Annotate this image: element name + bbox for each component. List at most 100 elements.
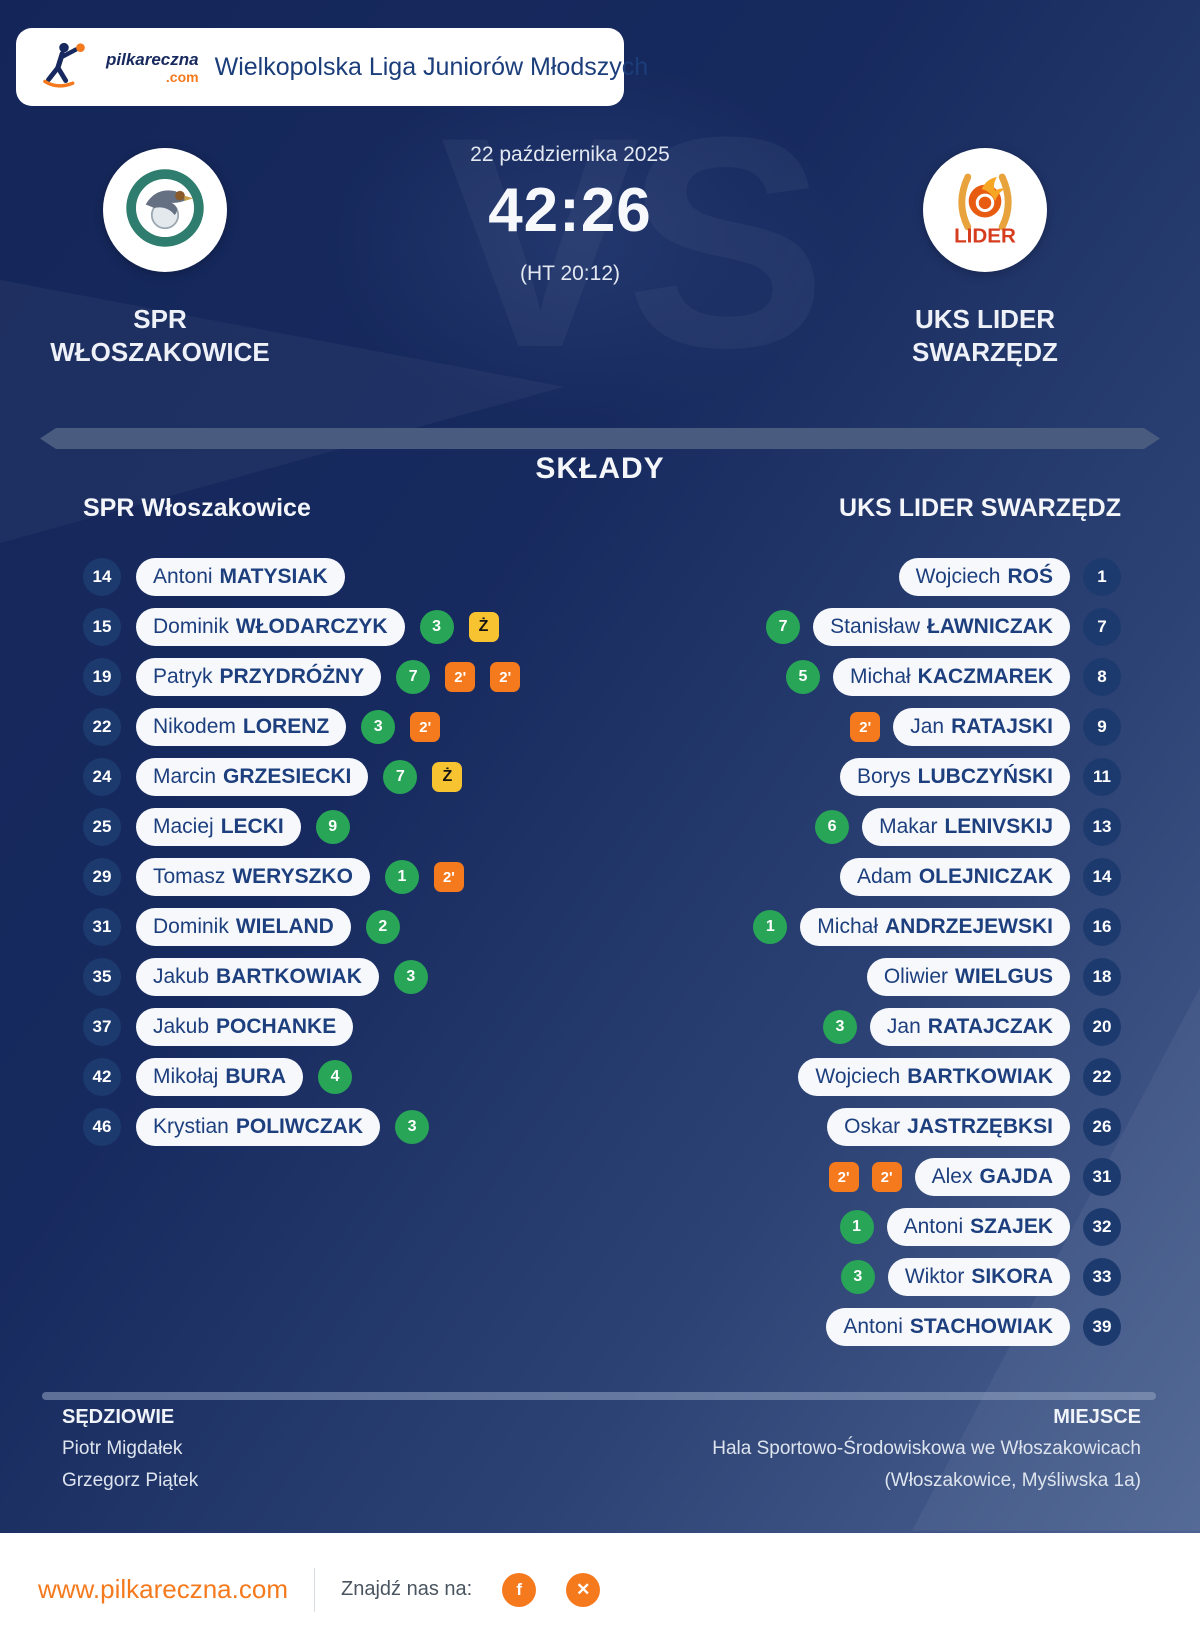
player-first-name: Mikołaj (153, 1065, 219, 1088)
player-row: 1 Michał ANDRZEJEWSKI 16 (581, 908, 1121, 946)
player-name-pill: Mikołaj BURA (136, 1058, 304, 1096)
player-row: 6 Makar LENIVSKIJ 13 (581, 808, 1121, 846)
goals-badge: 1 (839, 1210, 874, 1244)
two-minute-suspension-badge: 2' (433, 862, 464, 892)
player-row: 25 Maciej LECKI 9 (83, 808, 350, 846)
player-name-pill: Tomasz WERYSZKO (136, 858, 370, 896)
player-row: 14 Antoni MATYSIAK (83, 558, 345, 596)
player-name-pill: Michał KACZMAREK (832, 658, 1070, 696)
player-first-name: Stanisław (830, 615, 921, 638)
player-number-badge: 32 (1083, 1208, 1121, 1246)
player-first-name: Nikodem (153, 715, 236, 738)
lider-flame-icon: LIDER (942, 165, 1028, 256)
player-name-pill: Marcin GRZESIECKI (136, 758, 369, 796)
player-row: 42 Mikołaj BURA 4 (83, 1058, 353, 1096)
player-row: 2' 2' Alex GAJDA 31 (581, 1158, 1121, 1196)
player-row: Borys LUBCZYŃSKI 11 (581, 758, 1121, 796)
goals-badge: 1 (384, 860, 419, 894)
player-number-badge: 22 (83, 708, 121, 746)
player-last-name: LECKI (220, 815, 284, 838)
player-first-name: Oskar (844, 1115, 901, 1138)
player-last-name: POCHANKE (216, 1015, 337, 1038)
player-last-name: ŁAWNICZAK (927, 615, 1053, 638)
player-last-name: WERYSZKO (232, 865, 353, 888)
player-row: Wojciech ROŚ 1 (581, 558, 1121, 596)
player-row: Wojciech BARTKOWIAK 22 (581, 1058, 1121, 1096)
player-name-pill: Wiktor SIKORA (887, 1258, 1070, 1296)
player-name-pill: Michał ANDRZEJEWSKI (800, 908, 1070, 946)
vs-watermark: VS (440, 92, 826, 392)
goals-badge: 3 (822, 1010, 857, 1044)
home-column-header: SPR Włoszakowice (83, 494, 311, 522)
player-row: 7 Stanisław ŁAWNICZAK 7 (581, 608, 1121, 646)
player-last-name: KACZMAREK (917, 665, 1053, 688)
player-name-pill: Krystian POLIWCZAK (136, 1108, 381, 1146)
away-team-name: UKS LIDER SWARZĘDZ (825, 303, 1145, 369)
player-number-badge: 14 (1083, 858, 1121, 896)
player-number-badge: 39 (1083, 1308, 1121, 1346)
goals-badge: 2 (365, 910, 400, 944)
player-number-badge: 25 (83, 808, 121, 846)
player-row: Antoni STACHOWIAK 39 (581, 1308, 1121, 1346)
player-name-pill: Dominik WIELAND (136, 908, 351, 946)
goals-badge: 7 (396, 660, 431, 694)
player-row: 37 Jakub POCHANKE (83, 1008, 354, 1046)
player-name-pill: Makar LENIVSKIJ (862, 808, 1070, 846)
facebook-icon[interactable]: f (502, 1572, 537, 1607)
player-last-name: SIKORA (971, 1265, 1053, 1288)
player-number-badge: 9 (1083, 708, 1121, 746)
away-team-logo: LIDER (923, 148, 1047, 272)
two-minute-suspension-badge: 2' (828, 1162, 859, 1192)
player-number-badge: 7 (1083, 608, 1121, 646)
player-number-badge: 26 (1083, 1108, 1121, 1146)
player-row: 2' Jan RATAJSKI 9 (581, 708, 1121, 746)
player-number-badge: 15 (83, 608, 121, 646)
player-first-name: Wojciech (815, 1065, 901, 1088)
player-last-name: RATAJCZAK (927, 1015, 1053, 1038)
two-minute-suspension-badge: 2' (445, 662, 476, 692)
player-name-pill: Jan RATAJSKI (893, 708, 1070, 746)
player-first-name: Adam (856, 865, 912, 888)
player-first-name: Wiktor (904, 1265, 965, 1288)
lineups-section-title: SKŁADY (535, 452, 665, 485)
player-first-name: Dominik (153, 915, 229, 938)
player-name-pill: Antoni MATYSIAK (136, 558, 345, 596)
player-number-badge: 8 (1083, 658, 1121, 696)
home-team-name: SPR WŁOSZAKOWICE (0, 303, 320, 369)
player-number-badge: 11 (1083, 758, 1121, 796)
section-divider-arrow-bar (40, 428, 1160, 449)
player-last-name: STACHOWIAK (909, 1315, 1053, 1338)
player-last-name: LENIVSKIJ (944, 815, 1053, 838)
pilkareczna-handball-player-icon (38, 39, 90, 96)
x-icon[interactable]: ✕ (566, 1572, 601, 1607)
player-name-pill: Jan RATAJCZAK (869, 1008, 1070, 1046)
goals-badge: 3 (419, 610, 454, 644)
player-row: Oskar JASTRZĘBKSI 26 (581, 1108, 1121, 1146)
player-last-name: LUBCZYŃSKI (917, 765, 1053, 788)
yellow-card-badge: Ż (432, 762, 463, 792)
goals-badge: 7 (766, 610, 801, 644)
player-first-name: Antoni (153, 565, 213, 588)
player-name-pill: Alex GAJDA (914, 1158, 1070, 1196)
player-number-badge: 18 (1083, 958, 1121, 996)
svg-text:LIDER: LIDER (954, 224, 1016, 247)
player-name-pill: Jakub BARTKOWIAK (136, 958, 379, 996)
website-link[interactable]: www.pilkareczna.com (38, 1574, 288, 1604)
score-block: 22 października 2025 42:26 (HT 20:12) (330, 143, 810, 286)
player-name-pill: Patryk PRZYDRÓŻNY (136, 658, 382, 696)
player-name-pill: Antoni SZAJEK (886, 1208, 1070, 1246)
player-first-name: Krystian (153, 1115, 229, 1138)
player-name-pill: Jakub POCHANKE (136, 1008, 354, 1046)
final-score: 42:26 (488, 176, 652, 245)
player-number-badge: 19 (83, 658, 121, 696)
two-minute-suspension-badge: 2' (871, 1162, 902, 1192)
player-name-pill: Antoni STACHOWIAK (826, 1308, 1070, 1346)
player-last-name: RATAJSKI (951, 715, 1053, 738)
player-number-badge: 29 (83, 858, 121, 896)
player-last-name: LORENZ (242, 715, 330, 738)
two-minute-suspension-badge: 2' (490, 662, 521, 692)
vertical-divider (313, 1567, 315, 1612)
player-last-name: BARTKOWIAK (907, 1065, 1053, 1088)
brand-header-card: pilkareczna .com Wielkopolska Liga Junio… (16, 28, 648, 106)
